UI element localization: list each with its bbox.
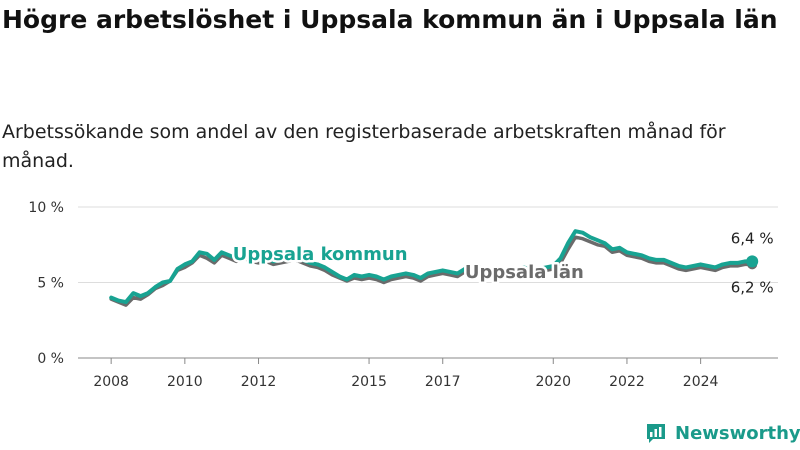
brand-name: Newsworthy bbox=[675, 422, 800, 444]
x-tick-label: 2024 bbox=[683, 374, 719, 390]
y-tick-label: 5 % bbox=[37, 276, 64, 292]
x-tick-label: 2020 bbox=[535, 374, 571, 390]
brand-logo: Newsworthy bbox=[645, 420, 800, 446]
series-label: Uppsala län bbox=[465, 262, 584, 283]
series-end-label: 6,4 % bbox=[731, 229, 774, 247]
newsworthy-chart-icon bbox=[647, 424, 665, 443]
x-axis-ticks: 2008 2010 2012 2015 2017 2020 2022 2024 bbox=[93, 358, 719, 390]
series-line-uppsala-kommun bbox=[109, 229, 755, 305]
x-tick-label: 2008 bbox=[93, 374, 129, 390]
series-label: Uppsala kommun bbox=[233, 244, 408, 265]
x-tick-label: 2012 bbox=[241, 374, 277, 390]
series-end-marker bbox=[746, 255, 759, 268]
x-tick-label: 2017 bbox=[425, 374, 461, 390]
series-labels: Uppsala kommun Uppsala län bbox=[230, 241, 586, 285]
gridlines bbox=[78, 206, 778, 359]
x-tick-label: 2015 bbox=[351, 374, 387, 390]
chart-title: Högre arbetslöshet i Uppsala kommun än i… bbox=[2, 5, 778, 34]
series-line-uppsala-län bbox=[109, 235, 754, 307]
chart-subtitle: Arbetssökande som andel av den registerb… bbox=[2, 121, 726, 172]
y-tick-label: 0 % bbox=[37, 351, 64, 367]
x-tick-label: 2022 bbox=[609, 374, 645, 390]
y-axis-ticks: 0 % 5 % 10 % bbox=[28, 200, 64, 367]
end-value-labels: 6,2 % 6,4 % bbox=[731, 229, 774, 296]
series-end-label: 6,2 % bbox=[731, 278, 774, 296]
series-lines bbox=[109, 229, 759, 307]
x-tick-label: 2010 bbox=[167, 374, 203, 390]
y-tick-label: 10 % bbox=[28, 200, 64, 216]
